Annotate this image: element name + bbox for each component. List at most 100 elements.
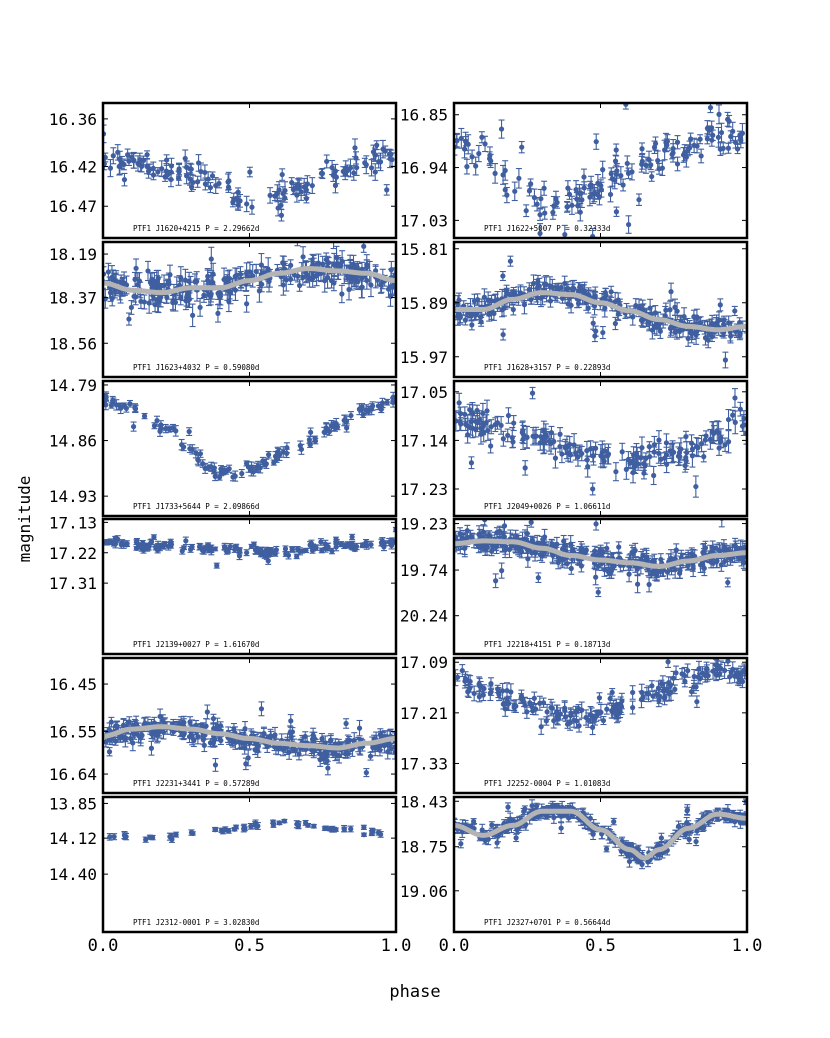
panel-frame — [101, 101, 398, 240]
data-point — [585, 302, 592, 314]
data-marker — [725, 116, 731, 122]
data-point — [736, 330, 743, 341]
data-point — [131, 403, 138, 413]
data-marker — [303, 195, 310, 202]
data-point — [114, 144, 121, 161]
y-tick-label: 16.42 — [49, 158, 97, 177]
data-point — [189, 303, 196, 328]
data-marker — [297, 443, 303, 449]
data-point — [186, 290, 193, 309]
data-marker — [190, 179, 196, 186]
data-points — [454, 103, 746, 238]
data-point — [565, 299, 572, 309]
data-marker — [163, 426, 169, 432]
panel-title: PTF1 J1622+5007 P = 0.32333d — [484, 224, 610, 233]
data-marker — [651, 442, 657, 448]
data-point — [720, 142, 727, 155]
data-marker — [315, 260, 322, 266]
data-marker — [655, 157, 661, 164]
data-marker — [207, 184, 214, 191]
data-marker — [374, 277, 381, 283]
data-marker — [127, 401, 133, 407]
data-point — [130, 151, 137, 169]
data-marker — [624, 160, 630, 167]
light-curve-panel: 18.19 18.37 18.56 PTF1 J1623+4032 P = 0.590… — [49, 240, 398, 379]
data-marker — [384, 187, 390, 193]
data-marker — [537, 212, 543, 218]
data-point — [246, 166, 253, 178]
data-marker — [648, 162, 654, 168]
data-marker — [716, 111, 722, 117]
data-marker — [662, 313, 668, 319]
data-point — [215, 178, 222, 189]
y-tick-label: 18.37 — [49, 288, 97, 307]
data-marker — [247, 169, 253, 175]
data-marker — [593, 328, 599, 334]
data-point — [211, 466, 218, 475]
data-marker — [663, 307, 669, 313]
data-marker — [344, 425, 350, 431]
data-marker — [674, 161, 681, 167]
data-marker — [612, 299, 618, 305]
data-marker — [151, 423, 158, 429]
data-point — [550, 433, 557, 450]
data-point — [499, 270, 506, 282]
data-marker — [709, 320, 715, 327]
data-marker — [577, 209, 583, 215]
data-point — [687, 132, 694, 146]
data-marker — [376, 158, 382, 165]
data-marker — [156, 283, 163, 289]
data-marker — [188, 166, 194, 172]
data-marker — [131, 157, 137, 163]
data-marker — [378, 281, 385, 287]
data-marker — [103, 402, 109, 408]
light-curve-panel: 15.81 15.89 15.97 PTF1 J1628+3157 P = 0.228… — [400, 240, 749, 379]
data-point — [462, 131, 469, 151]
data-point — [202, 177, 209, 191]
data-point — [144, 150, 151, 160]
data-marker — [125, 152, 131, 158]
data-marker — [324, 158, 330, 165]
data-point — [188, 163, 195, 175]
data-marker — [352, 145, 358, 151]
data-marker — [593, 139, 599, 145]
data-point — [561, 275, 568, 292]
data-marker — [115, 149, 121, 155]
data-point — [681, 144, 688, 162]
data-point — [169, 423, 176, 433]
data-point — [482, 135, 489, 153]
data-point — [220, 468, 227, 476]
data-marker — [107, 165, 114, 171]
data-marker — [364, 277, 370, 284]
data-point — [617, 166, 624, 186]
data-marker — [538, 196, 544, 202]
data-point — [157, 424, 164, 432]
data-point — [613, 206, 620, 217]
data-point — [195, 454, 202, 467]
data-marker — [732, 139, 739, 145]
data-marker — [332, 425, 338, 431]
data-point — [503, 186, 510, 204]
data-point — [267, 187, 274, 204]
data-point — [599, 325, 606, 340]
data-marker — [384, 399, 390, 405]
data-point — [253, 462, 260, 472]
panel-frame — [452, 101, 749, 240]
data-marker — [296, 282, 303, 289]
data-marker — [266, 452, 272, 458]
data-marker — [267, 192, 273, 198]
data-marker — [613, 147, 619, 153]
data-marker — [312, 436, 318, 442]
data-marker — [301, 184, 307, 190]
data-point — [333, 169, 340, 185]
data-marker — [526, 188, 533, 194]
data-point — [561, 224, 568, 238]
data-marker — [575, 203, 581, 209]
data-marker — [170, 297, 176, 303]
data-point — [608, 285, 615, 298]
panel-frame — [101, 240, 398, 379]
data-marker — [458, 135, 464, 141]
data-marker — [668, 289, 674, 295]
data-marker — [110, 153, 116, 159]
